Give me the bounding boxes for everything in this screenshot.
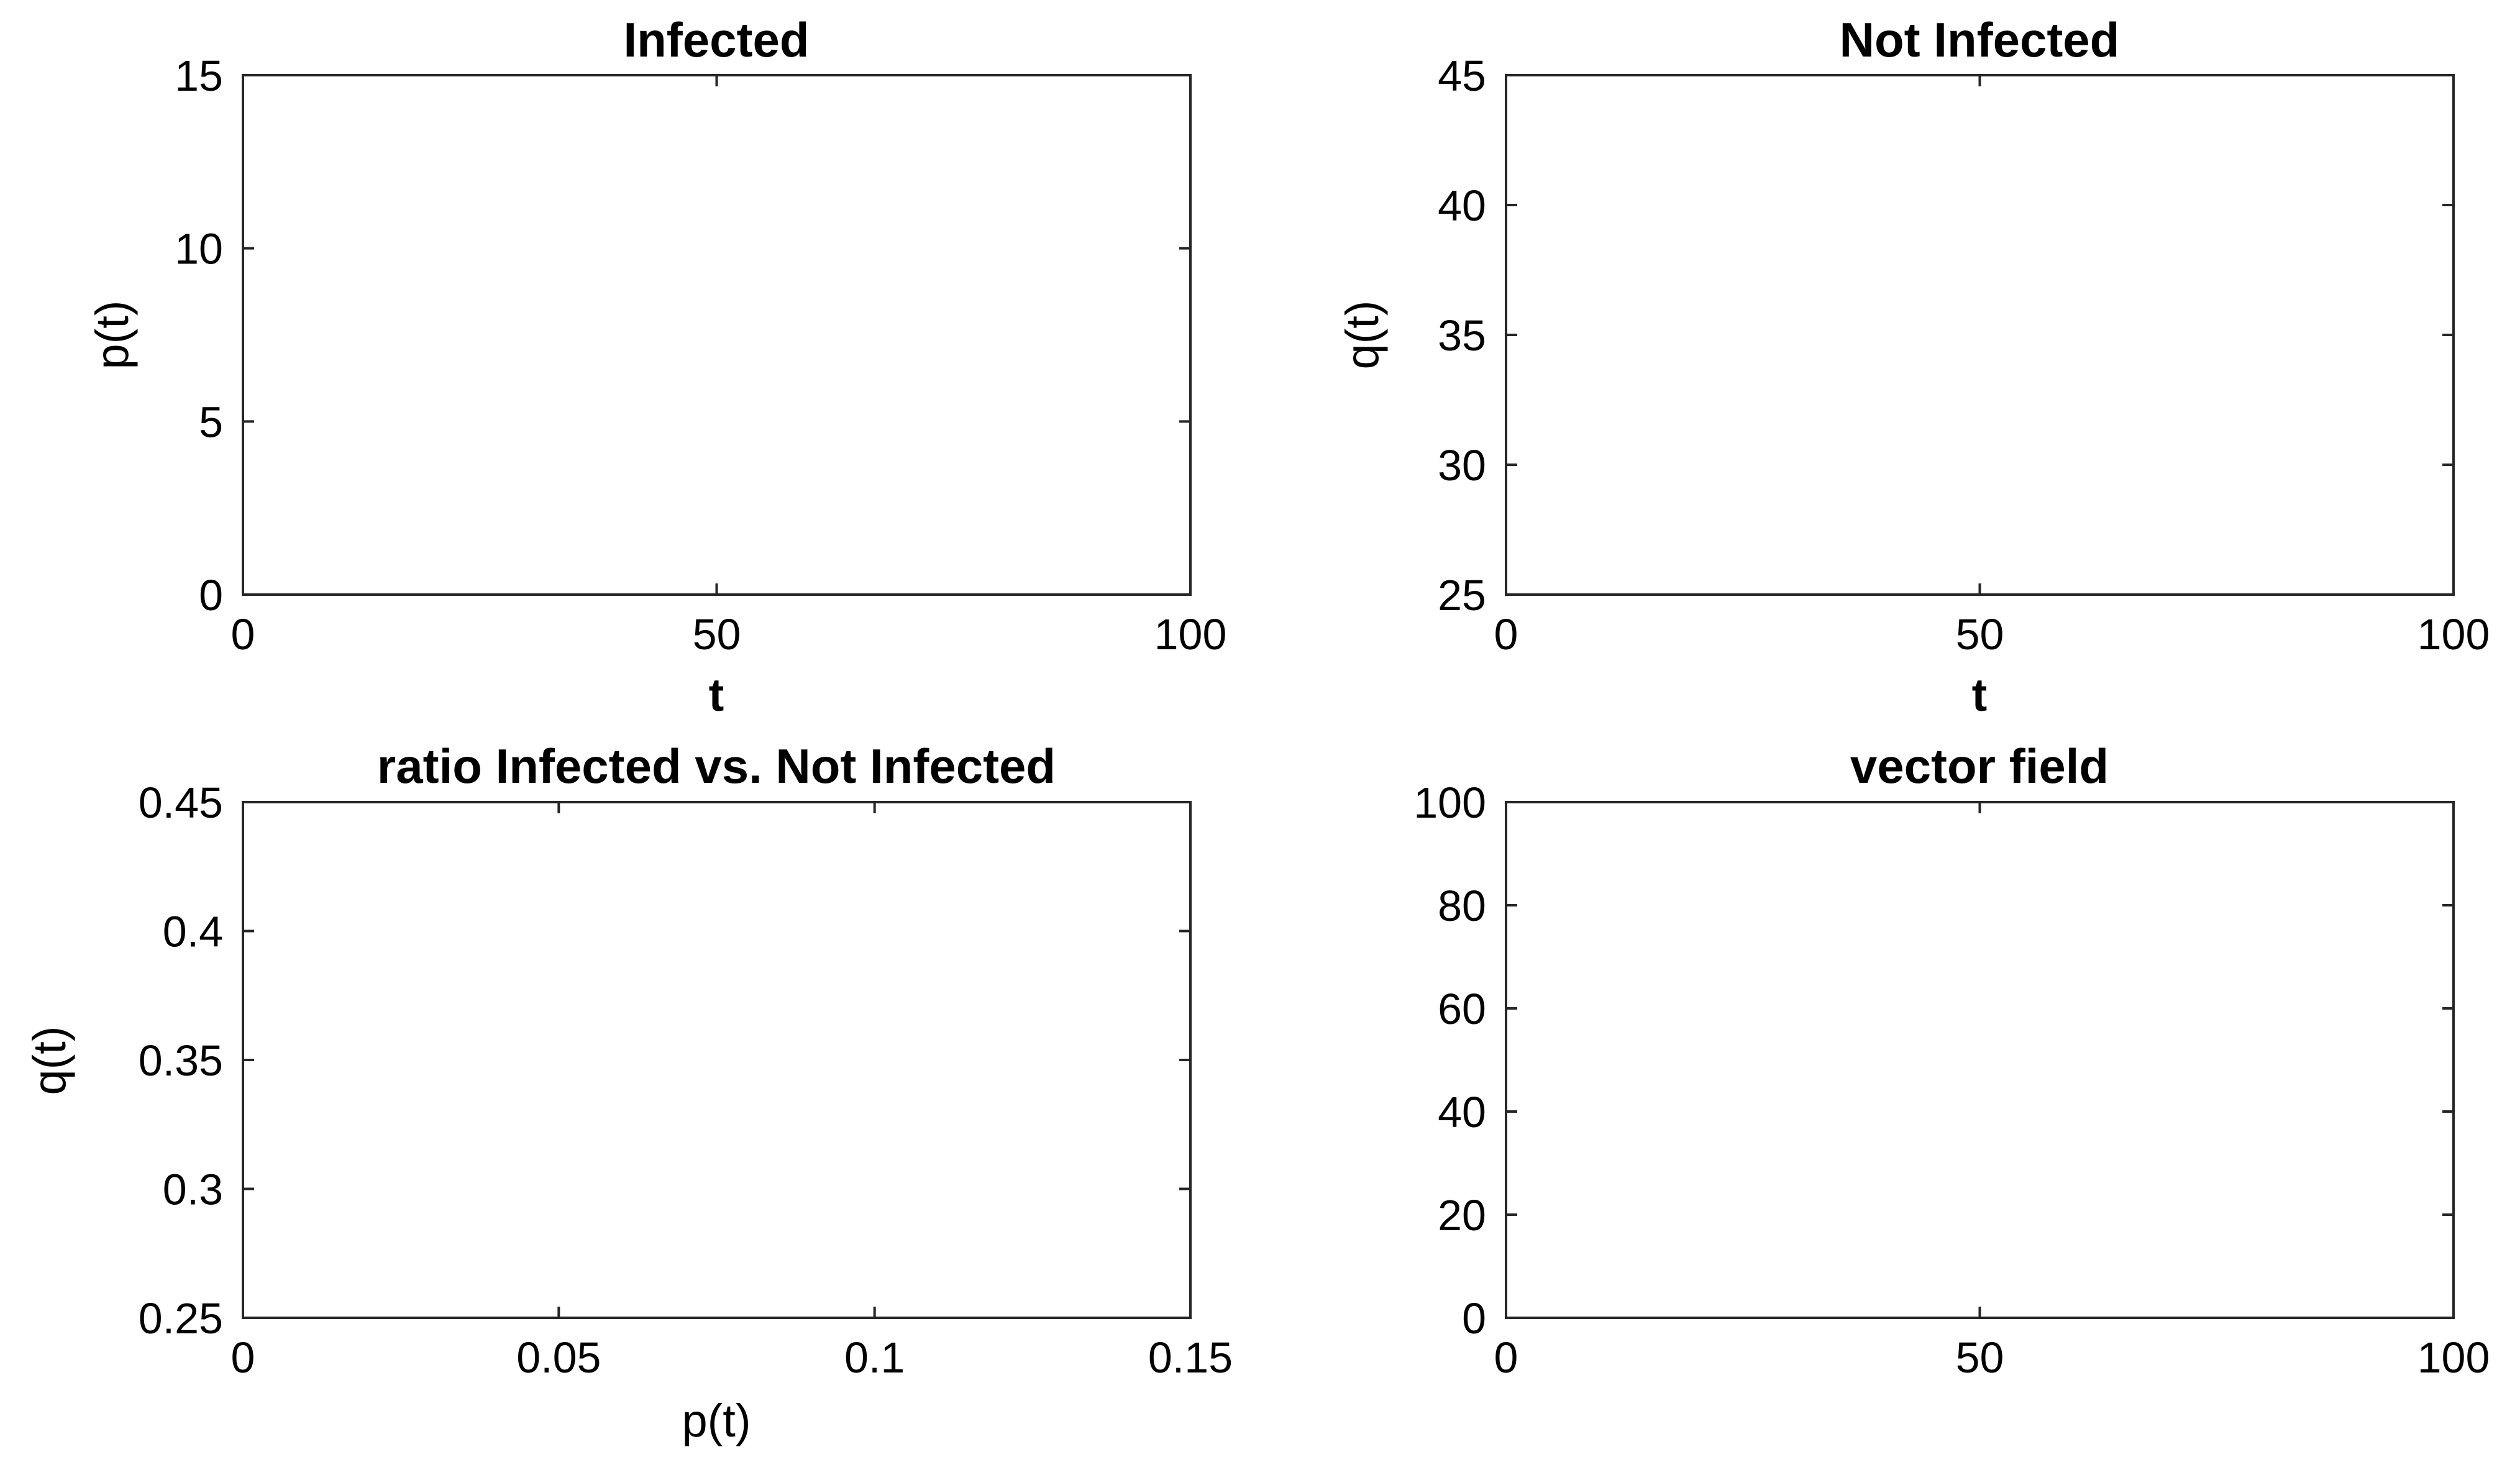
- infected-ylabel: p(t): [86, 301, 138, 370]
- vector-field-chart: 0 50 100 0 20 40 60 80 100 vector field: [1413, 739, 2490, 1382]
- infected-title: Infected: [623, 12, 809, 67]
- ratio-ytick-label-0: 0.25: [139, 1294, 223, 1343]
- infected-ytick-label-3: 15: [175, 52, 223, 100]
- not-infected-ytick-label-4: 45: [1438, 52, 1486, 100]
- vector-field-ytick-label-4: 80: [1438, 882, 1486, 930]
- ratio-ytick-label-4: 0.45: [139, 779, 223, 827]
- not-infected-ytick-label-0: 25: [1438, 571, 1486, 619]
- vector-field-ytick-label-2: 40: [1438, 1088, 1486, 1136]
- ratio-xlabel: p(t): [682, 1395, 751, 1446]
- not-infected-ticks: 0 50 100 25 30 35 40 45: [1438, 52, 2490, 659]
- not-infected-ylabel: q(t): [1336, 301, 1388, 370]
- not-infected-xtick-label-2: 100: [2417, 610, 2490, 659]
- not-infected-xtick-label-0: 0: [1494, 610, 1518, 659]
- ratio-ytick-label-2: 0.35: [139, 1036, 223, 1085]
- not-infected-ytick-label-2: 35: [1438, 311, 1486, 360]
- vector-field-title: vector field: [1850, 739, 2109, 793]
- vector-field-ytick-label-1: 20: [1438, 1191, 1486, 1240]
- ratio-title: ratio Infected vs. Not Infected: [377, 739, 1056, 793]
- not-infected-ytick-label-3: 40: [1438, 181, 1486, 230]
- ratio-plot-border: [242, 801, 1192, 1319]
- ratio-ytick-label-3: 0.4: [163, 908, 223, 956]
- ratio-xtick-label-1: 0.05: [516, 1333, 601, 1382]
- not-infected-chart: 0 50 100 25 30 35 40 45 Not Infected t q(t): [1336, 12, 2490, 721]
- vector-field-xtick-label-1: 50: [1956, 1333, 2004, 1382]
- infected-xtick-label-1: 50: [693, 610, 741, 659]
- not-infected-ytick-label-1: 30: [1438, 441, 1486, 490]
- ratio-xtick-label-0: 0: [231, 1333, 255, 1382]
- ratio-xtick-label-3: 0.15: [1148, 1333, 1233, 1382]
- infected-ytick-label-1: 5: [199, 398, 223, 446]
- ratio-xtick-label-2: 0.1: [844, 1333, 905, 1382]
- infected-plot-border: [242, 74, 1192, 596]
- vector-field-ytick-label-3: 60: [1438, 985, 1486, 1033]
- ratio-ytick-label-1: 0.3: [163, 1166, 223, 1214]
- infected-xlabel: t: [709, 669, 724, 721]
- infected-ytick-label-2: 10: [175, 225, 223, 273]
- infected-xtick-label-0: 0: [231, 610, 255, 659]
- ratio-chart: 0 0.05 0.1 0.15 0.25 0.3 0.35 0.4 0.45 ratio Inf…: [24, 739, 1233, 1446]
- vector-field-ytick-label-0: 0: [1462, 1294, 1486, 1343]
- vector-field-ytick-label-5: 100: [1413, 779, 1486, 827]
- ratio-ylabel: q(t): [24, 1026, 75, 1095]
- not-infected-plot-border: [1505, 74, 2455, 596]
- infected-ytick-label-0: 0: [199, 571, 223, 619]
- infected-ticks: 0 50 100 0 5 10 15: [175, 52, 1226, 659]
- not-infected-xtick-label-1: 50: [1956, 610, 2004, 659]
- not-infected-title: Not Infected: [1840, 12, 2120, 67]
- vector-field-xtick-label-0: 0: [1494, 1333, 1518, 1382]
- vector-field-plot-border: [1505, 801, 2455, 1319]
- ratio-ticks: 0 0.05 0.1 0.15 0.25 0.3 0.35 0.4 0.45: [139, 779, 1233, 1382]
- infected-chart: 0 50 100 0 5 10 15 Infected t p(t): [86, 12, 1226, 721]
- vector-field-ticks: 0 50 100 0 20 40 60 80 100: [1413, 779, 2490, 1382]
- vector-field-xtick-label-2: 100: [2417, 1333, 2490, 1382]
- not-infected-xlabel: t: [1972, 669, 1988, 721]
- infected-xtick-label-2: 100: [1154, 610, 1227, 659]
